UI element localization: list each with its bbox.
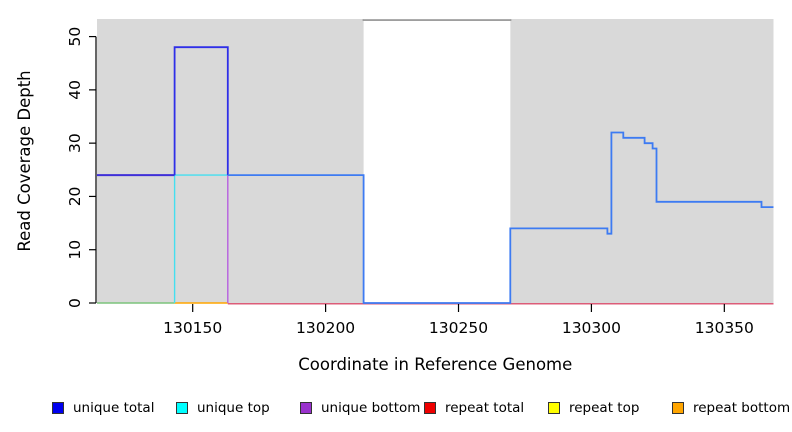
- y-axis-title: Read Coverage Depth: [15, 70, 34, 251]
- coverage-chart: 0 10 20 30 40 50 130150 130200 130250 130300 13035…: [15, 19, 774, 374]
- y-tick-label: 30: [66, 133, 84, 153]
- y-tick-label: 20: [66, 187, 84, 207]
- legend-label: unique bottom: [321, 400, 421, 416]
- series-unique-total: [227, 131, 774, 304]
- legend-item-repeat-top: repeat top: [548, 400, 640, 416]
- chart-legend: unique total unique top unique bottom repea…: [0, 400, 792, 421]
- y-axis: 0 10 20 30 40 50: [66, 27, 97, 308]
- legend-swatch-icon: [424, 402, 436, 414]
- legend-swatch-icon: [548, 402, 560, 414]
- legend-label: repeat top: [569, 400, 640, 416]
- y-tick-label: 50: [66, 27, 84, 47]
- masked-region-right: [510, 19, 774, 303]
- y-tick-label: 10: [66, 240, 84, 260]
- series-unique-total-peak: [173, 46, 229, 176]
- legend-label: unique top: [197, 400, 270, 416]
- legend-item-unique-total: unique total: [52, 400, 155, 416]
- legend-item-unique-bottom: unique bottom: [300, 400, 421, 416]
- legend-label: unique total: [73, 400, 155, 416]
- y-tick-label: 0: [66, 298, 84, 308]
- legend-swatch-icon: [672, 402, 684, 414]
- x-tick-label: 130300: [562, 319, 621, 337]
- legend-item-unique-top: unique top: [176, 400, 270, 416]
- legend-swatch-icon: [52, 402, 64, 414]
- x-tick-label: 130200: [296, 319, 355, 337]
- masked-region-left: [97, 19, 364, 303]
- legend-label: repeat bottom: [693, 400, 791, 416]
- legend-swatch-icon: [176, 402, 188, 414]
- x-tick-label: 130350: [695, 319, 754, 337]
- x-tick-label: 130250: [429, 319, 488, 337]
- legend-swatch-icon: [300, 402, 312, 414]
- legend-item-repeat-bottom: repeat bottom: [672, 400, 791, 416]
- legend-label: repeat total: [445, 400, 525, 416]
- y-tick-label: 40: [66, 80, 84, 100]
- x-axis: 130150 130200 130250 130300 130350: [163, 304, 754, 337]
- legend-item-repeat-total: repeat total: [424, 400, 525, 416]
- x-axis-title: Coordinate in Reference Genome: [298, 355, 572, 374]
- x-tick-label: 130150: [163, 319, 222, 337]
